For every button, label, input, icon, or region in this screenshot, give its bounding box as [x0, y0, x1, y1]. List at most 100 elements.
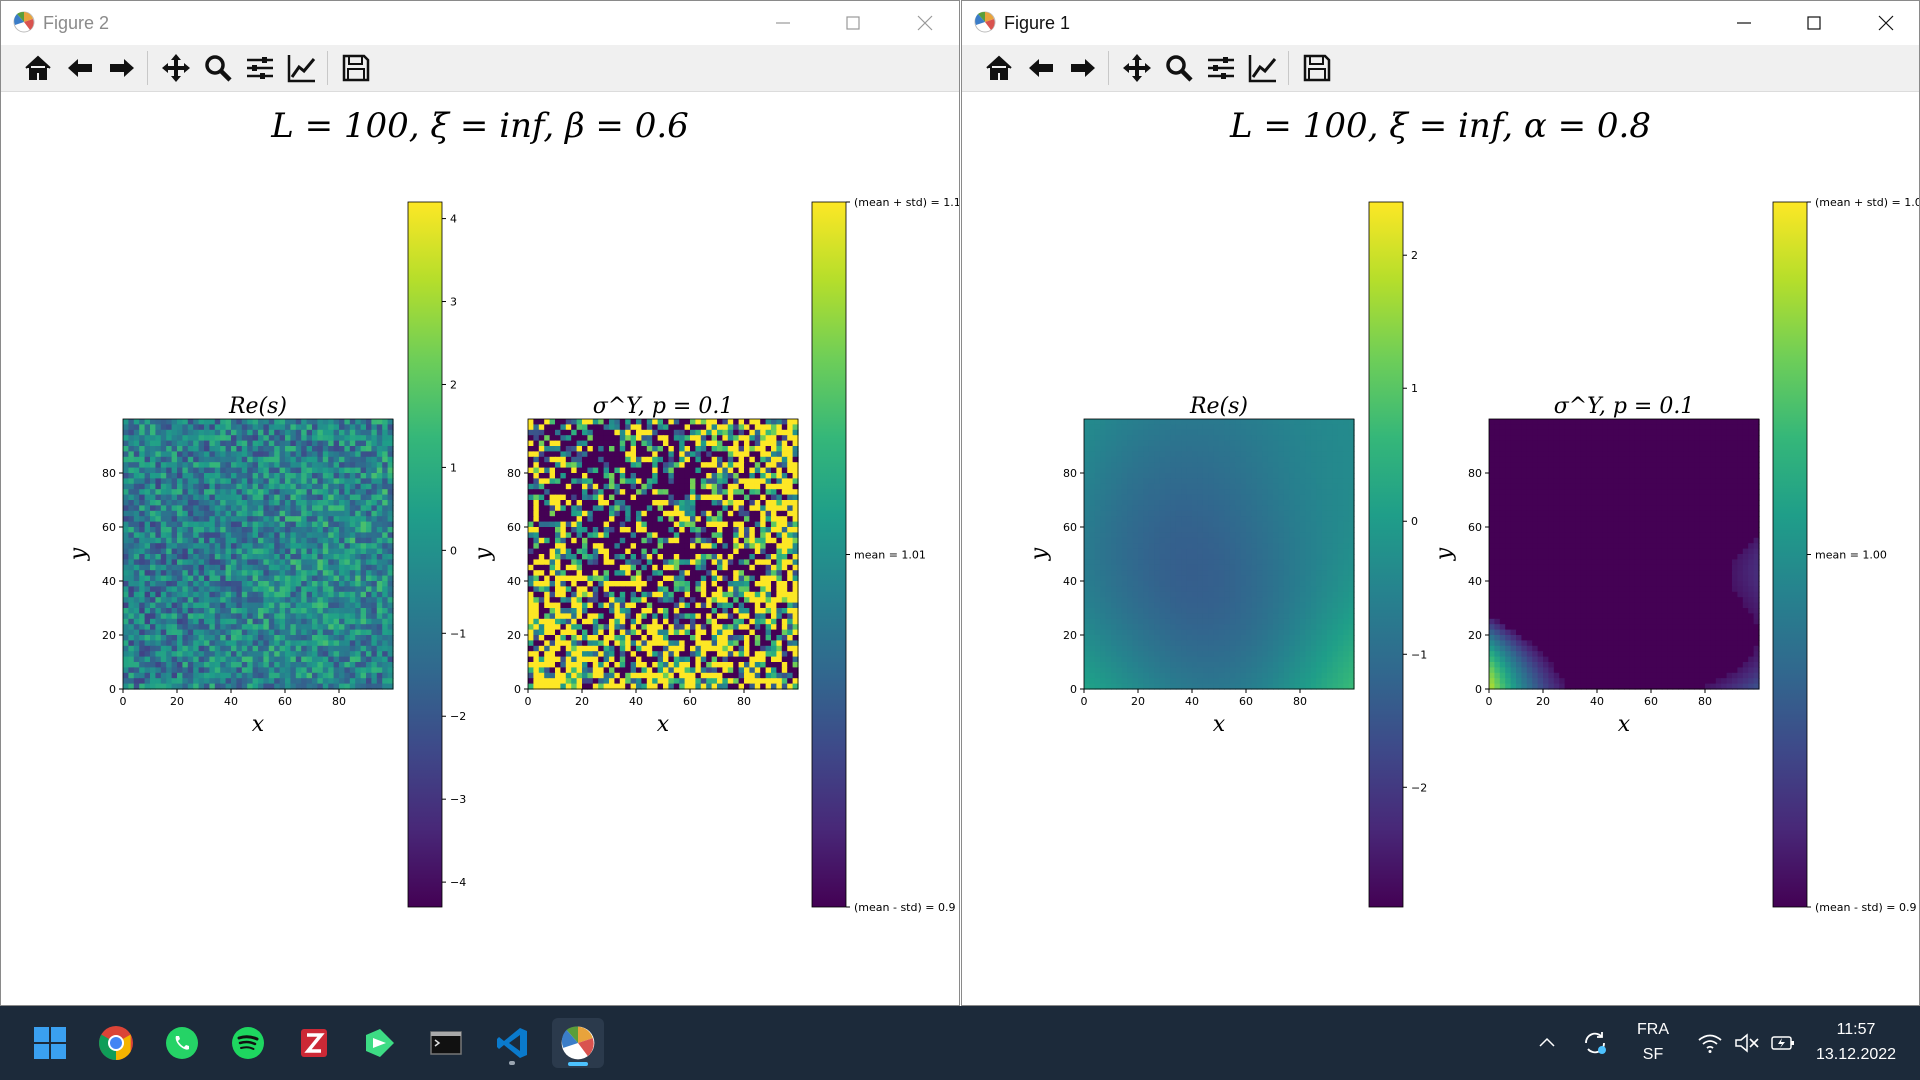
taskbar-app-chrome[interactable] — [90, 1018, 142, 1068]
forward-button[interactable] — [103, 49, 141, 87]
heatmap-sigma-y — [528, 419, 799, 690]
window-title: Figure 2 — [43, 13, 110, 33]
clock-time[interactable]: 11:57 — [1836, 1021, 1876, 1038]
x-tick-label: 20 — [170, 695, 184, 708]
save-icon — [342, 54, 370, 82]
x-tick-label: 80 — [1698, 695, 1712, 708]
maximize-button[interactable] — [823, 7, 883, 39]
back-button[interactable] — [1022, 49, 1060, 87]
pan-icon — [162, 54, 190, 82]
figure-window[interactable]: Figure 1 L = 100, ξ = inf, α = 0.8 Re(s)… — [961, 0, 1920, 1006]
show-hidden-icons-button[interactable] — [1520, 1018, 1574, 1068]
colorbar-re-s — [407, 201, 443, 908]
window-title: Figure 1 — [1004, 13, 1071, 33]
edit-axis-button[interactable] — [1244, 49, 1282, 87]
home-icon — [986, 55, 1012, 80]
title-bar[interactable]: Figure 1 — [962, 1, 1919, 45]
edit-axis-button[interactable] — [283, 49, 321, 87]
maximize-button[interactable] — [1784, 7, 1844, 39]
heatmap-re-s — [123, 419, 394, 690]
edit-axis-icon — [1248, 55, 1277, 83]
home-icon — [25, 55, 51, 80]
taskbar: FRA SF 11:57 13.12.2022 — [0, 1006, 1920, 1080]
x-axis-label: x — [252, 712, 265, 737]
axes-frame — [1488, 418, 1760, 690]
zoom-icon — [1166, 55, 1193, 82]
home-button[interactable] — [19, 49, 57, 87]
title-bar[interactable]: Figure 2 — [1, 1, 959, 45]
heatmap-re-s — [1084, 419, 1355, 690]
close-button[interactable] — [1856, 7, 1916, 39]
start-button[interactable] — [24, 1018, 76, 1068]
colorbar-sigma-y — [1772, 201, 1808, 908]
taskbar-app-vscode[interactable] — [486, 1018, 538, 1068]
figure-canvas[interactable]: L = 100, ξ = inf, α = 0.8 Re(s) x y 0 0 20 20 4… — [962, 92, 1919, 1005]
taskbar-app-python[interactable] — [552, 1018, 604, 1068]
colorbar-tick-label: mean = 1.00 — [1815, 549, 1887, 562]
chevron-up-icon — [1539, 1037, 1555, 1047]
start-icon — [34, 1027, 66, 1059]
python-figure-icon — [13, 11, 35, 33]
keyboard-layout[interactable]: SF — [1642, 1046, 1664, 1063]
input-language[interactable]: FRA — [1637, 1021, 1669, 1038]
y-tick-label: 20 — [102, 629, 116, 642]
zotero-icon — [301, 1029, 327, 1057]
x-tick-label: 0 — [1486, 695, 1493, 708]
save-icon — [1303, 54, 1331, 82]
toolbar-separator — [147, 51, 148, 85]
python-figure-icon — [561, 1026, 595, 1060]
taskbar-app-terminal[interactable] — [420, 1018, 472, 1068]
home-button[interactable] — [980, 49, 1018, 87]
configure-subplots-icon — [247, 57, 273, 79]
y-tick-label: 60 — [1063, 521, 1077, 534]
subplot-title: σ^Y, p = 0.1 — [593, 394, 734, 419]
subplot-title: σ^Y, p = 0.1 — [1554, 394, 1695, 419]
y-tick-label: 80 — [1468, 467, 1482, 480]
taskbar-app-spotify[interactable] — [222, 1018, 274, 1068]
taskbar-app-generic[interactable] — [354, 1018, 406, 1068]
edit-axis-icon — [287, 55, 316, 83]
forward-arrow-icon — [110, 59, 134, 77]
y-axis-label: y — [66, 547, 91, 561]
running-indicator — [509, 1061, 515, 1065]
x-tick-label: 20 — [575, 695, 589, 708]
colorbar-tick-label: 3 — [450, 296, 457, 309]
pan-button[interactable] — [1118, 49, 1156, 87]
colorbar-tick-label: −1 — [450, 627, 466, 640]
x-tick-label: 0 — [120, 695, 127, 708]
configure-subplots-button[interactable] — [1202, 49, 1240, 87]
y-tick-label: 40 — [507, 575, 521, 588]
axes-frame — [1083, 418, 1355, 690]
minimize-icon — [776, 22, 790, 24]
volume-status[interactable] — [1720, 1018, 1774, 1068]
zoom-button[interactable] — [1160, 49, 1198, 87]
sync-tray-button[interactable] — [1568, 1018, 1622, 1068]
save-button[interactable] — [337, 49, 375, 87]
figure-canvas[interactable]: L = 100, ξ = inf, β = 0.6 Re(s) x y 0 0 20 20 4… — [1, 92, 959, 1005]
zoom-button[interactable] — [199, 49, 237, 87]
configure-subplots-button[interactable] — [241, 49, 279, 87]
wifi-icon — [1698, 1034, 1722, 1053]
minimize-button[interactable] — [753, 7, 813, 39]
taskbar-app-whatsapp[interactable] — [156, 1018, 208, 1068]
terminal-icon — [430, 1031, 462, 1055]
colorbar-tick-label: −3 — [450, 793, 466, 806]
minimize-button[interactable] — [1714, 7, 1774, 39]
y-tick-label: 40 — [1063, 575, 1077, 588]
forward-button[interactable] — [1064, 49, 1102, 87]
figure-suptitle: L = 100, ξ = inf, α = 0.8 — [1230, 106, 1651, 146]
y-tick-label: 0 — [514, 683, 521, 696]
taskbar-app-zotero[interactable] — [288, 1018, 340, 1068]
volume-muted-icon — [1735, 1033, 1759, 1053]
colorbar-tick-label: −1 — [1411, 648, 1427, 661]
figure-window[interactable]: Figure 2 L = 100, ξ = inf, β = 0.6 Re(s)… — [0, 0, 960, 1006]
battery-status[interactable] — [1756, 1018, 1810, 1068]
network-status[interactable] — [1683, 1018, 1737, 1068]
pan-button[interactable] — [157, 49, 195, 87]
back-button[interactable] — [61, 49, 99, 87]
clock-date[interactable]: 13.12.2022 — [1815, 1046, 1897, 1063]
toolbar-separator — [327, 51, 328, 85]
save-button[interactable] — [1298, 49, 1336, 87]
close-button[interactable] — [895, 7, 955, 39]
